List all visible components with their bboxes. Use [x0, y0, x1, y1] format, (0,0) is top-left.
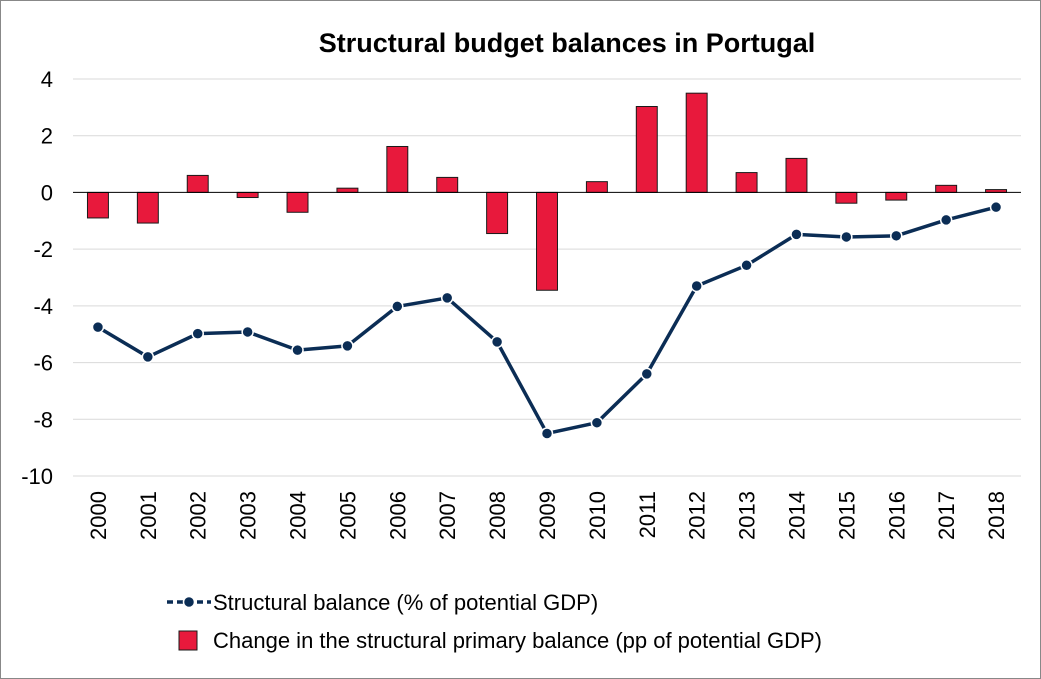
x-tick-label: 2014	[784, 491, 809, 540]
legend-bar-swatch	[178, 630, 198, 651]
line-point	[291, 343, 304, 357]
bar	[536, 191, 558, 291]
line-point	[241, 325, 254, 339]
bar	[336, 187, 359, 193]
bar	[136, 191, 159, 224]
x-tick-label: 2016	[884, 491, 909, 540]
bar	[436, 176, 459, 193]
line-point	[91, 320, 105, 334]
bar	[486, 191, 509, 235]
line-point	[440, 291, 454, 305]
bar	[585, 181, 608, 193]
x-tick-label: 2017	[934, 491, 959, 540]
x-tick-label: 2000	[86, 491, 111, 540]
y-tick-label: 0	[41, 180, 53, 205]
line-point	[490, 335, 504, 349]
bar	[286, 191, 309, 213]
x-tick-label: 2010	[585, 491, 610, 540]
chart-title: Structural budget balances in Portugal	[319, 28, 816, 58]
y-tick-label: -8	[33, 407, 53, 432]
x-tick-label: 2005	[335, 491, 360, 540]
line-point	[840, 230, 853, 244]
y-tick-label: -6	[33, 351, 53, 376]
x-tick-label: 2003	[236, 491, 261, 540]
bar	[835, 191, 858, 204]
x-tick-label: 2012	[685, 491, 710, 540]
bar	[685, 92, 708, 193]
line-point	[939, 213, 953, 227]
x-tick-label: 2009	[535, 491, 560, 540]
y-tick-label: -10	[21, 464, 53, 489]
y-tick-label: -2	[33, 237, 53, 262]
y-tick-label: -4	[33, 294, 53, 319]
legend-line-marker	[182, 595, 196, 609]
bar	[935, 184, 958, 193]
line-point	[391, 300, 404, 313]
line-series	[91, 200, 1003, 440]
x-tick-label: 2011	[635, 491, 660, 538]
x-tick-label: 2013	[735, 491, 760, 540]
line-point	[989, 200, 1003, 214]
bar-series	[86, 92, 1008, 291]
bar	[635, 106, 658, 193]
y-tick-label: 2	[41, 124, 53, 149]
x-tick-label: 2007	[435, 491, 460, 540]
x-tick-label: 2015	[834, 491, 859, 540]
legend: Structural balance (% of potential GDP) C…	[167, 590, 822, 653]
line-point	[790, 228, 803, 241]
legend-label: Change in the structural primary balance…	[213, 628, 822, 653]
line-point	[890, 229, 903, 243]
x-tick-label: 2002	[186, 491, 211, 540]
bar	[186, 174, 209, 193]
line-point	[341, 339, 354, 353]
bar	[735, 172, 758, 193]
y-axis: 4 2 0 -2 -4 -6 -8 -10	[21, 67, 53, 489]
y-tick-label: 4	[41, 67, 53, 92]
line-point	[690, 279, 703, 293]
x-tick-label: 2001	[136, 491, 161, 540]
x-axis: 2000 2001 2002 2003 2004 2005 2006 2007 2008 2009…	[86, 491, 1009, 540]
x-tick-label: 2008	[485, 491, 510, 540]
line-point	[640, 367, 654, 381]
bar	[885, 191, 908, 201]
bar	[86, 191, 109, 219]
bar	[785, 157, 808, 193]
line-point	[191, 327, 204, 340]
line-point	[590, 416, 604, 429]
bar	[236, 191, 259, 199]
bar	[386, 145, 409, 193]
x-tick-label: 2004	[286, 491, 311, 540]
line-point	[141, 350, 155, 364]
x-tick-label: 2018	[984, 491, 1009, 540]
x-tick-label: 2006	[385, 491, 410, 540]
legend-label: Structural balance (% of potential GDP)	[213, 590, 598, 615]
line-point	[740, 259, 753, 272]
line-point	[540, 427, 554, 440]
